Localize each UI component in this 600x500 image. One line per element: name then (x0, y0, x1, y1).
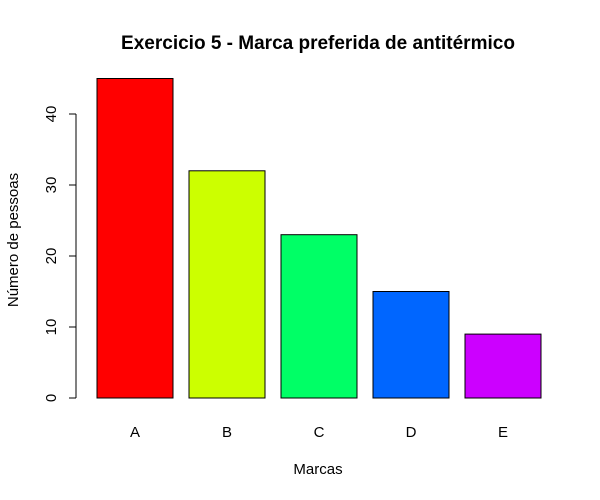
bar-a (96, 78, 174, 399)
y-tick-label-0: 0 (43, 394, 60, 402)
bar-e (464, 333, 542, 399)
x-tick-label-b: B (222, 424, 232, 441)
x-tick-label-d: D (406, 424, 417, 441)
bars-layer (96, 78, 542, 399)
bar-d (372, 291, 450, 399)
y-tick-label-30: 30 (43, 177, 60, 194)
x-axis-label: Marcas (293, 461, 342, 478)
bar-b (188, 170, 266, 399)
x-tick-label-c: C (314, 424, 325, 441)
x-tick-label-a: A (130, 424, 140, 441)
y-tick-label-10: 10 (43, 319, 60, 336)
x-tick-label-e: E (498, 424, 508, 441)
x-tick-labels: A B C D E (130, 424, 508, 441)
y-axis-label: Número de pessoas (5, 173, 22, 307)
y-tick-label-20: 20 (43, 248, 60, 265)
chart-title: Exercicio 5 - Marca preferida de antitér… (121, 33, 515, 54)
y-tick-label-40: 40 (43, 106, 60, 123)
bar-c (280, 234, 358, 399)
y-axis: 0 10 20 30 40 (43, 106, 77, 402)
